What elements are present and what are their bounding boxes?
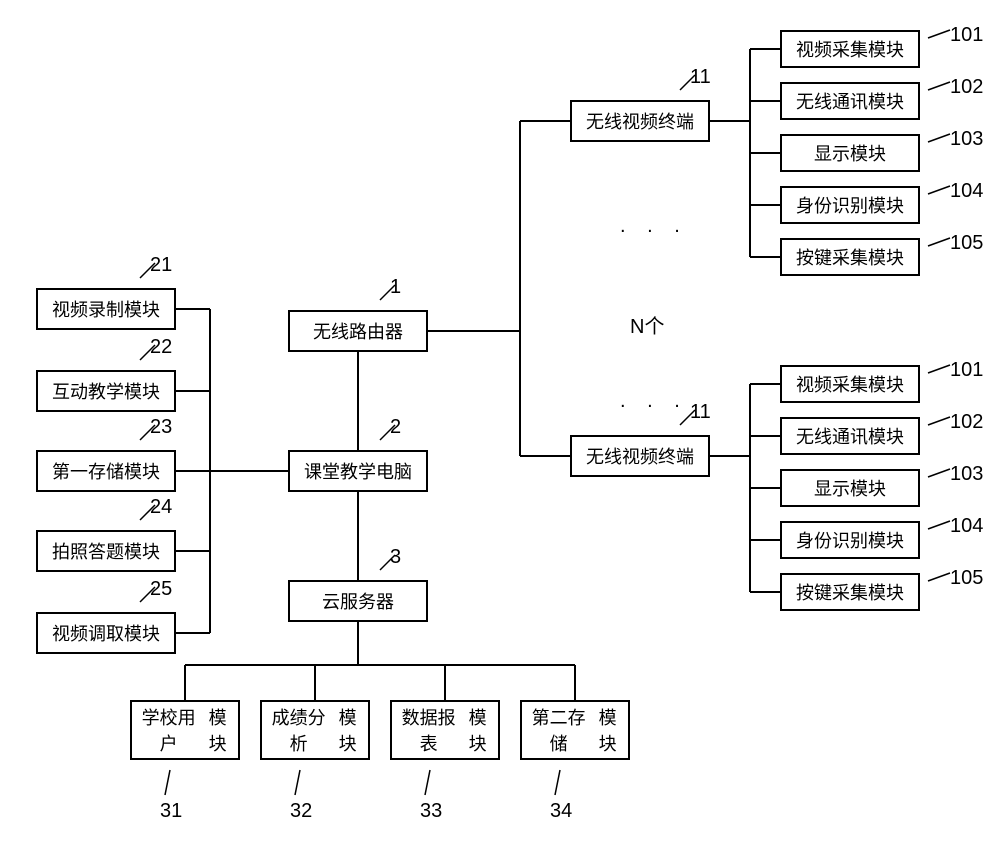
node-n31: 学校用户模块 (130, 700, 240, 760)
n-count-label: N个 (630, 310, 664, 339)
ref-n1: 1 (390, 276, 401, 299)
ref-n103a: 103 (950, 128, 983, 151)
ref-n105a: 105 (950, 232, 983, 255)
node-n11a: 无线视频终端 (570, 100, 710, 142)
ref-n31: 31 (160, 800, 182, 823)
node-n11b: 无线视频终端 (570, 435, 710, 477)
node-n33: 数据报表模块 (390, 700, 500, 760)
ref-n24: 24 (150, 496, 172, 519)
node-n103a: 显示模块 (780, 134, 920, 172)
node-n104a: 身份识别模块 (780, 186, 920, 224)
ref-n103b: 103 (950, 463, 983, 486)
node-n23: 第一存储模块 (36, 450, 176, 492)
ref-n11b: 11 (690, 401, 711, 424)
node-n3: 云服务器 (288, 580, 428, 622)
node-n24: 拍照答题模块 (36, 530, 176, 572)
ref-n104a: 104 (950, 180, 983, 203)
node-n105a: 按键采集模块 (780, 238, 920, 276)
node-n34: 第二存储模块 (520, 700, 630, 760)
ref-n2: 2 (390, 416, 401, 439)
node-n32: 成绩分析模块 (260, 700, 370, 760)
ref-n101b: 101 (950, 359, 983, 382)
node-n105b: 按键采集模块 (780, 573, 920, 611)
node-n21: 视频录制模块 (36, 288, 176, 330)
ellipsis-top: . . . (620, 215, 688, 238)
ref-n33: 33 (420, 800, 442, 823)
node-n25: 视频调取模块 (36, 612, 176, 654)
ellipsis-bottom: . . . (620, 390, 688, 413)
ref-n11a: 11 (690, 66, 711, 89)
node-n103b: 显示模块 (780, 469, 920, 507)
node-n101a: 视频采集模块 (780, 30, 920, 68)
node-n101b: 视频采集模块 (780, 365, 920, 403)
ref-n102b: 102 (950, 411, 983, 434)
node-n2: 课堂教学电脑 (288, 450, 428, 492)
ref-n32: 32 (290, 800, 312, 823)
ref-n22: 22 (150, 336, 172, 359)
ref-n21: 21 (150, 254, 172, 277)
ref-n104b: 104 (950, 515, 983, 538)
node-n102b: 无线通讯模块 (780, 417, 920, 455)
ref-n101a: 101 (950, 24, 983, 47)
node-n104b: 身份识别模块 (780, 521, 920, 559)
ref-n102a: 102 (950, 76, 983, 99)
ref-n34: 34 (550, 800, 572, 823)
ref-n23: 23 (150, 416, 172, 439)
node-n1: 无线路由器 (288, 310, 428, 352)
node-n102a: 无线通讯模块 (780, 82, 920, 120)
node-n22: 互动教学模块 (36, 370, 176, 412)
ref-n3: 3 (390, 546, 401, 569)
ref-n25: 25 (150, 578, 172, 601)
ref-n105b: 105 (950, 567, 983, 590)
